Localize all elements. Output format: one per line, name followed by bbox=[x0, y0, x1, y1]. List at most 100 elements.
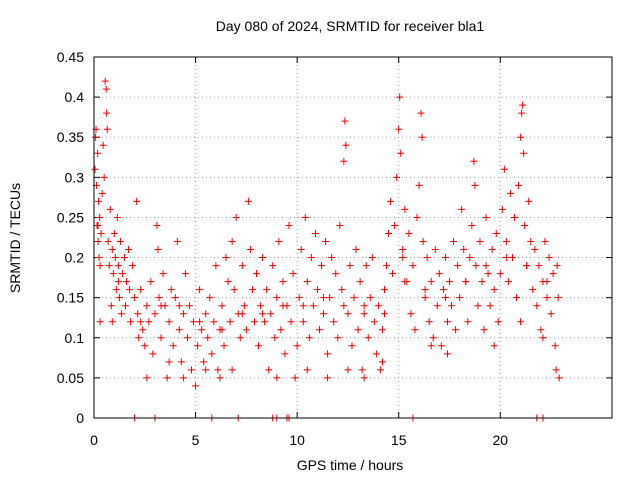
data-point bbox=[102, 85, 110, 93]
data-point bbox=[153, 221, 161, 229]
data-point bbox=[303, 278, 311, 286]
data-point bbox=[232, 213, 240, 221]
data-point bbox=[277, 326, 285, 334]
data-point bbox=[518, 109, 526, 117]
data-point bbox=[141, 342, 149, 350]
data-point bbox=[104, 238, 112, 246]
data-point bbox=[383, 262, 391, 270]
data-point bbox=[114, 262, 122, 270]
data-point bbox=[380, 286, 388, 294]
data-point bbox=[413, 213, 421, 221]
data-point bbox=[366, 294, 374, 302]
data-point bbox=[109, 270, 117, 278]
data-point bbox=[267, 310, 275, 318]
data-point bbox=[502, 254, 510, 262]
data-point bbox=[397, 149, 405, 157]
data-point bbox=[248, 286, 256, 294]
data-point bbox=[419, 238, 427, 246]
chart-title: Day 080 of 2024, SRMTID for receiver bla… bbox=[216, 18, 485, 34]
data-point bbox=[472, 262, 480, 270]
data-point bbox=[103, 109, 111, 117]
data-point bbox=[519, 101, 527, 109]
data-point bbox=[547, 310, 555, 318]
data-point bbox=[120, 254, 128, 262]
data-point bbox=[137, 318, 145, 326]
data-point bbox=[378, 326, 386, 334]
data-point bbox=[494, 318, 502, 326]
data-point bbox=[470, 157, 478, 165]
data-point bbox=[103, 125, 111, 133]
data-point bbox=[105, 262, 113, 270]
data-point bbox=[273, 294, 281, 302]
data-point bbox=[143, 302, 151, 310]
data-point bbox=[175, 302, 183, 310]
data-point bbox=[354, 326, 362, 334]
data-point bbox=[159, 270, 167, 278]
data-point bbox=[149, 350, 157, 358]
data-point bbox=[123, 278, 131, 286]
data-point bbox=[307, 254, 315, 262]
x-tick-label: 20 bbox=[492, 432, 508, 448]
data-point bbox=[147, 278, 155, 286]
data-point bbox=[551, 342, 559, 350]
data-point bbox=[553, 262, 561, 270]
data-point bbox=[462, 278, 470, 286]
data-point bbox=[218, 326, 226, 334]
data-point bbox=[129, 262, 137, 270]
data-point bbox=[515, 181, 523, 189]
data-point bbox=[418, 133, 426, 141]
data-point bbox=[523, 262, 531, 270]
data-point bbox=[531, 246, 539, 254]
data-point bbox=[395, 125, 403, 133]
data-point bbox=[98, 189, 106, 197]
data-point bbox=[263, 286, 271, 294]
data-point bbox=[490, 286, 498, 294]
data-point bbox=[513, 294, 521, 302]
data-point bbox=[92, 133, 100, 141]
data-point bbox=[330, 318, 338, 326]
grid-layer bbox=[94, 57, 612, 418]
data-point bbox=[336, 221, 344, 229]
y-tick-label: 0.2 bbox=[65, 250, 85, 266]
data-point bbox=[555, 374, 563, 382]
data-point bbox=[510, 213, 518, 221]
data-point bbox=[468, 221, 476, 229]
data-point bbox=[496, 270, 504, 278]
data-point bbox=[118, 270, 126, 278]
data-point bbox=[431, 246, 439, 254]
data-point bbox=[454, 262, 462, 270]
data-point bbox=[163, 374, 171, 382]
data-point bbox=[135, 334, 143, 342]
data-point bbox=[133, 197, 141, 205]
data-point bbox=[340, 302, 348, 310]
data-point bbox=[401, 278, 409, 286]
data-point bbox=[452, 326, 460, 334]
data-point bbox=[94, 149, 102, 157]
data-point bbox=[238, 310, 246, 318]
data-point bbox=[121, 302, 129, 310]
y-tick-label: 0.45 bbox=[57, 49, 84, 65]
data-point bbox=[116, 238, 124, 246]
data-point bbox=[145, 318, 153, 326]
data-point bbox=[520, 149, 528, 157]
data-point bbox=[273, 374, 281, 382]
data-point bbox=[399, 254, 407, 262]
data-point bbox=[482, 213, 490, 221]
data-point bbox=[474, 302, 482, 310]
data-point bbox=[111, 254, 119, 262]
data-point bbox=[94, 238, 102, 246]
data-point bbox=[439, 286, 447, 294]
data-point bbox=[285, 221, 293, 229]
data-point bbox=[175, 326, 183, 334]
data-point bbox=[97, 229, 105, 237]
x-tick-label: 10 bbox=[289, 432, 305, 448]
data-point bbox=[466, 254, 474, 262]
data-point bbox=[154, 246, 162, 254]
data-point bbox=[95, 254, 103, 262]
data-point bbox=[488, 246, 496, 254]
data-point bbox=[226, 318, 234, 326]
data-point bbox=[527, 238, 535, 246]
data-point bbox=[328, 254, 336, 262]
data-point bbox=[334, 334, 342, 342]
